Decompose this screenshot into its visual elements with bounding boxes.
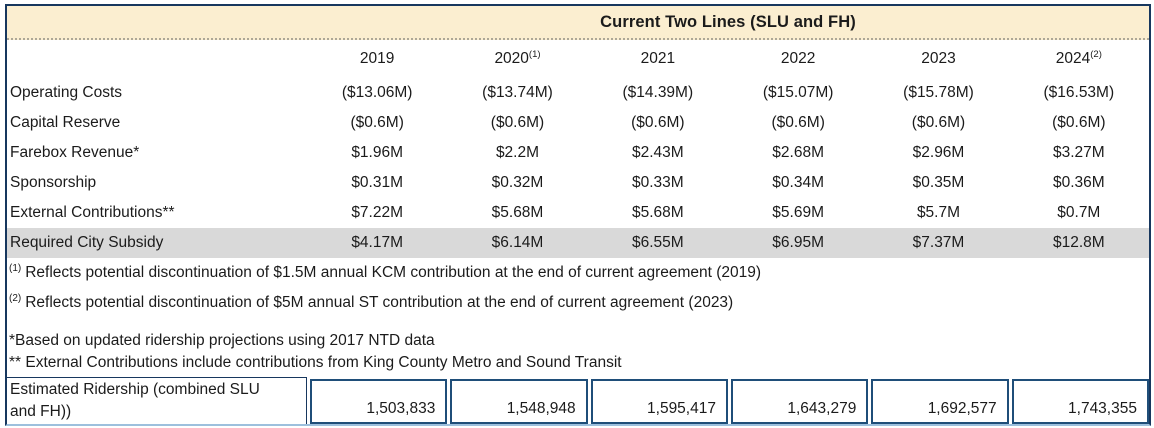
table-row: Capital Reserve ($0.6M) ($0.6M) ($0.6M) ($0.… xyxy=(7,108,1149,138)
value-cell: $0.32M xyxy=(491,174,544,191)
financial-summary-table: Current Two Lines (SLU and FH) 2019 2020(… xyxy=(5,4,1151,426)
value-cell: $5.7M xyxy=(916,204,961,221)
notes-block: *Based on updated ridership projections … xyxy=(7,330,1149,374)
footnote-marker: (2) xyxy=(9,292,22,304)
table-body: Operating Costs ($13.06M) ($13.74M) ($14.39… xyxy=(7,78,1149,258)
value-cell: $2.2M xyxy=(495,144,540,161)
value-cell: $2.96M xyxy=(912,144,965,161)
value-cell: $5.69M xyxy=(772,204,824,221)
footnote-text: Reflects potential discontinuation of $1… xyxy=(25,264,762,281)
year-label: 2020 xyxy=(494,50,529,68)
year-header-cell: 2022 xyxy=(728,49,868,68)
value-cell: ($15.07M) xyxy=(762,84,834,101)
value-cell: $2.68M xyxy=(772,144,824,161)
value-cell: $7.22M xyxy=(351,204,404,221)
ridership-label-cell: Estimated Ridership (combined SLU and FH… xyxy=(7,377,307,424)
year-label: 2022 xyxy=(780,50,816,68)
value-cell: ($16.53M) xyxy=(1043,84,1115,101)
value-cell: $6.14M xyxy=(491,234,544,251)
value-cell: $0.34M xyxy=(772,174,824,191)
year-header-cell: 2023 xyxy=(868,49,1008,68)
row-label: Farebox Revenue* xyxy=(10,144,140,161)
value-cell: $0.31M xyxy=(351,174,404,191)
value-cell: ($0.6M) xyxy=(1052,114,1106,131)
year-superscript: (2) xyxy=(1090,49,1102,61)
footnote-line: (2) Reflects potential discontinuation of… xyxy=(7,288,1149,318)
ridership-label: Estimated Ridership (combined SLU and FH… xyxy=(10,381,260,420)
ridership-value-cell: 1,503,833 xyxy=(310,379,448,424)
table-row: Required City Subsidy $4.17M $6.14M $6.55M $… xyxy=(7,228,1149,258)
footnote-line: (1) Reflects potential discontinuation of… xyxy=(7,258,1149,288)
table-row: Farebox Revenue* $1.96M $2.2M $2.43M $2.68M $… xyxy=(7,138,1149,168)
value-cell: ($13.06M) xyxy=(341,84,413,101)
ridership-row: Estimated Ridership (combined SLU and FH… xyxy=(7,377,1149,424)
note-line: ** External Contributions include contri… xyxy=(9,354,622,371)
value-cell: $3.27M xyxy=(1052,144,1105,161)
year-header-cell: 2019 xyxy=(307,49,447,68)
row-label: Operating Costs xyxy=(10,84,122,101)
year-label: 2021 xyxy=(640,50,676,68)
value-cell: $12.8M xyxy=(1052,234,1105,251)
ridership-value-cell: 1,692,577 xyxy=(871,379,1009,424)
table-row: Sponsorship $0.31M $0.32M $0.33M $0.34M $0.35… xyxy=(7,168,1149,198)
value-cell: ($14.39M) xyxy=(622,84,694,101)
value-cell: $0.35M xyxy=(912,174,965,191)
table-row: External Contributions** $7.22M $5.68M $5.6… xyxy=(7,198,1149,228)
blank-spacer xyxy=(7,318,1149,330)
year-header-row: 2019 2020(1) 2021 2022 2023 2024(2) xyxy=(7,40,1149,78)
value-cell: $6.95M xyxy=(772,234,824,251)
note-line: *Based on updated ridership projections … xyxy=(9,332,435,349)
value-cell: $5.68M xyxy=(491,204,544,221)
row-label: Capital Reserve xyxy=(10,114,121,131)
value-cell: $4.17M xyxy=(351,234,404,251)
title-band: Current Two Lines (SLU and FH) xyxy=(7,6,1149,40)
value-cell: ($0.6M) xyxy=(490,114,545,131)
row-label: Required City Subsidy xyxy=(10,234,164,251)
table-row: Operating Costs ($13.06M) ($13.74M) ($14.39… xyxy=(7,78,1149,108)
value-cell: $5.68M xyxy=(631,204,684,221)
footnote-marker: (1) xyxy=(9,262,22,274)
value-cell: $0.36M xyxy=(1052,174,1105,191)
table-title: Current Two Lines (SLU and FH) xyxy=(600,12,856,31)
value-cell: $2.43M xyxy=(631,144,684,161)
year-header-cell: 2020(1) xyxy=(447,49,587,68)
year-label: 2019 xyxy=(359,50,395,68)
footnotes-block: (1) Reflects potential discontinuation of… xyxy=(7,258,1149,318)
ridership-value-cell: 1,643,279 xyxy=(730,379,869,424)
value-cell: $0.7M xyxy=(1057,204,1101,221)
row-label: Sponsorship xyxy=(10,174,97,191)
year-label: 2024 xyxy=(1055,50,1091,68)
ridership-value-cell: 1,743,355 xyxy=(1011,379,1149,424)
value-cell: $0.33M xyxy=(631,174,684,191)
row-label: External Contributions** xyxy=(10,204,175,221)
value-cell: $6.55M xyxy=(631,234,684,251)
value-cell: $7.37M xyxy=(912,234,965,251)
value-cell: ($0.6M) xyxy=(350,114,404,131)
year-label: 2023 xyxy=(921,50,956,68)
year-superscript: (1) xyxy=(528,49,541,61)
footnote-text: Reflects potential discontinuation of $5… xyxy=(25,294,734,311)
ridership-value-cell: 1,595,417 xyxy=(590,379,728,424)
value-cell: ($0.6M) xyxy=(631,114,685,131)
value-cell: ($13.74M) xyxy=(482,84,553,101)
year-header-cell: 2021 xyxy=(588,49,728,68)
ridership-value-cell: 1,548,948 xyxy=(450,379,588,424)
value-cell: ($0.6M) xyxy=(911,114,966,131)
year-header-cell: 2024(2) xyxy=(1009,49,1149,68)
value-cell: ($0.6M) xyxy=(771,114,825,131)
value-cell: ($15.78M) xyxy=(903,84,974,101)
value-cell: $1.96M xyxy=(351,144,404,161)
